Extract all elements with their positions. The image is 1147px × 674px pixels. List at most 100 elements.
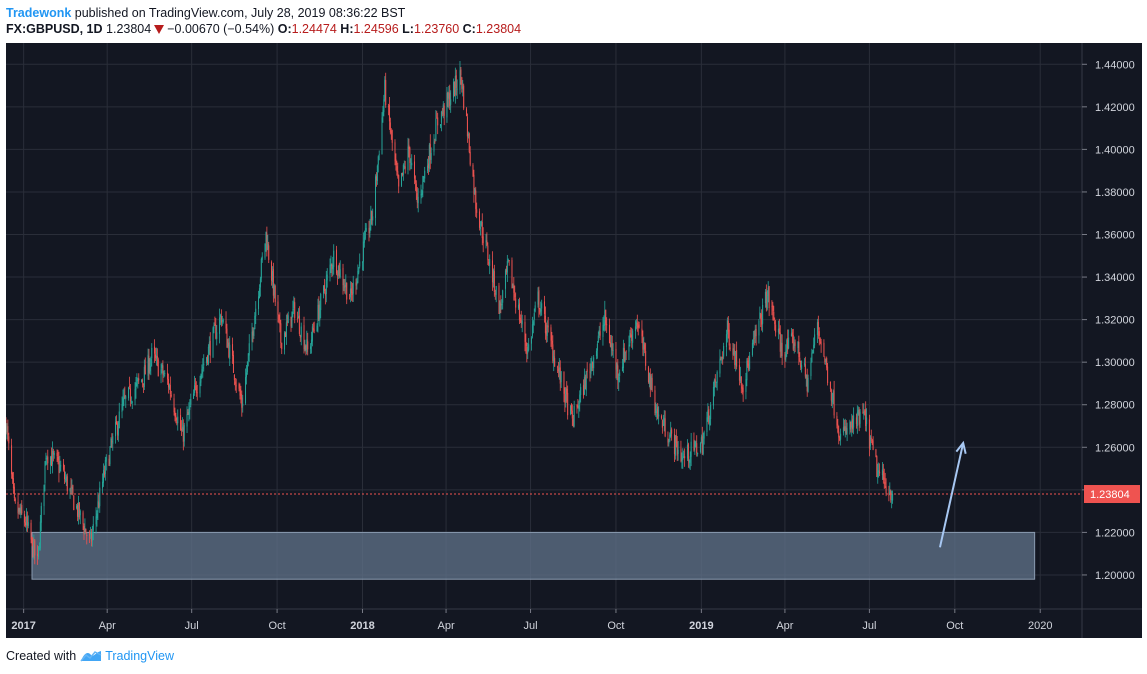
- candle-body: [342, 267, 344, 286]
- candle-body: [543, 301, 545, 315]
- candle-body: [742, 387, 744, 393]
- candle-body: [764, 291, 766, 304]
- time-axis-label: Jul: [185, 620, 199, 632]
- candle-body: [810, 362, 812, 377]
- candle-body: [372, 216, 374, 221]
- candle-body: [274, 285, 276, 303]
- candle-body: [521, 320, 523, 325]
- candle-body: [122, 398, 124, 406]
- candle-body: [181, 426, 183, 432]
- candle-body: [92, 524, 94, 531]
- candle-body: [786, 340, 788, 352]
- candle-body: [397, 171, 399, 177]
- candle-body: [395, 159, 397, 165]
- candle-body: [558, 367, 560, 373]
- trend-arrow-head[interactable]: [955, 440, 967, 454]
- candle-body: [76, 505, 78, 517]
- publisher-name[interactable]: Tradewonk: [6, 6, 72, 20]
- candle-body: [303, 325, 305, 350]
- trend-arrow[interactable]: [938, 442, 965, 548]
- chart-area[interactable]: 1.44000 1.42000 1.40000 1.38000 1.36000 1.340…: [6, 43, 1142, 638]
- candle-body: [833, 390, 835, 416]
- triangle-down-icon: [154, 25, 165, 34]
- candle-body: [148, 356, 150, 373]
- candle-body: [245, 377, 247, 404]
- candle-body: [64, 478, 66, 480]
- candle-body: [6, 426, 8, 433]
- candle-body: [830, 389, 832, 401]
- support-zone-rectangle[interactable]: [31, 531, 1036, 580]
- candle-body: [219, 315, 221, 317]
- candle-body: [227, 342, 229, 347]
- candle-body: [240, 393, 242, 400]
- candle-body: [38, 548, 40, 550]
- candle-body: [580, 387, 582, 396]
- candle-body: [77, 502, 79, 518]
- candle-body: [401, 172, 403, 176]
- candle-body: [593, 357, 595, 369]
- candle-body: [164, 372, 166, 375]
- candle-body: [448, 93, 450, 100]
- candle-body: [751, 342, 753, 356]
- candle-body: [819, 337, 821, 342]
- candle-body: [534, 305, 536, 312]
- candle-body: [125, 396, 127, 399]
- candle-body: [290, 316, 292, 327]
- candle-body: [216, 332, 218, 339]
- candle-body: [258, 296, 260, 309]
- candle-body: [554, 358, 556, 367]
- tradingview-logo-icon[interactable]: [80, 649, 102, 663]
- candle-body: [683, 454, 685, 456]
- candle-body: [376, 165, 378, 182]
- candle-body: [461, 77, 463, 89]
- candle-body: [429, 143, 431, 160]
- candle-body: [369, 226, 371, 233]
- candle-body: [469, 151, 471, 165]
- candle-body: [754, 329, 756, 338]
- candle-body: [452, 81, 454, 98]
- candle-body: [641, 328, 643, 337]
- candle-body: [597, 335, 599, 343]
- candle-body: [374, 176, 376, 218]
- candle-body: [635, 322, 637, 327]
- candle-body: [746, 360, 748, 381]
- candle-body: [124, 394, 126, 398]
- candle-body: [359, 261, 361, 267]
- candle-body: [382, 110, 384, 116]
- time-axis-label: 2019: [689, 620, 713, 632]
- time-axis-label: Jul: [862, 620, 876, 632]
- candle-body: [686, 444, 688, 459]
- candle-body: [222, 320, 224, 322]
- candle-body: [813, 344, 815, 349]
- candle-body: [675, 435, 677, 444]
- candle-body: [722, 356, 724, 358]
- candle-body: [150, 359, 152, 367]
- candle-body: [482, 236, 484, 244]
- candle-body: [584, 377, 586, 390]
- candle-body: [51, 450, 53, 465]
- price-axis-label: 1.22000: [1095, 527, 1135, 539]
- candle-body: [578, 404, 580, 410]
- candle-body: [103, 471, 105, 476]
- candle-body: [251, 331, 253, 342]
- candle-body: [879, 471, 881, 474]
- candle-body: [271, 261, 273, 281]
- price-chart[interactable]: 1.44000 1.42000 1.40000 1.38000 1.36000 1.340…: [6, 43, 1142, 638]
- candle-body: [363, 237, 365, 243]
- candle-body: [681, 457, 683, 460]
- candle-body: [387, 106, 389, 108]
- candle-body: [277, 301, 279, 315]
- candle-body: [46, 457, 48, 460]
- candle-body: [472, 164, 474, 176]
- candle-body: [209, 340, 211, 356]
- candle-body: [439, 124, 441, 127]
- candle-body: [299, 335, 301, 338]
- candle-body: [435, 118, 437, 141]
- candle-body: [261, 256, 263, 260]
- candle-body: [487, 245, 489, 261]
- tradingview-brand[interactable]: TradingView: [105, 649, 174, 663]
- candle-body: [488, 261, 490, 265]
- candle-body: [71, 486, 73, 490]
- candle-body: [176, 421, 178, 424]
- candle-body: [726, 320, 728, 335]
